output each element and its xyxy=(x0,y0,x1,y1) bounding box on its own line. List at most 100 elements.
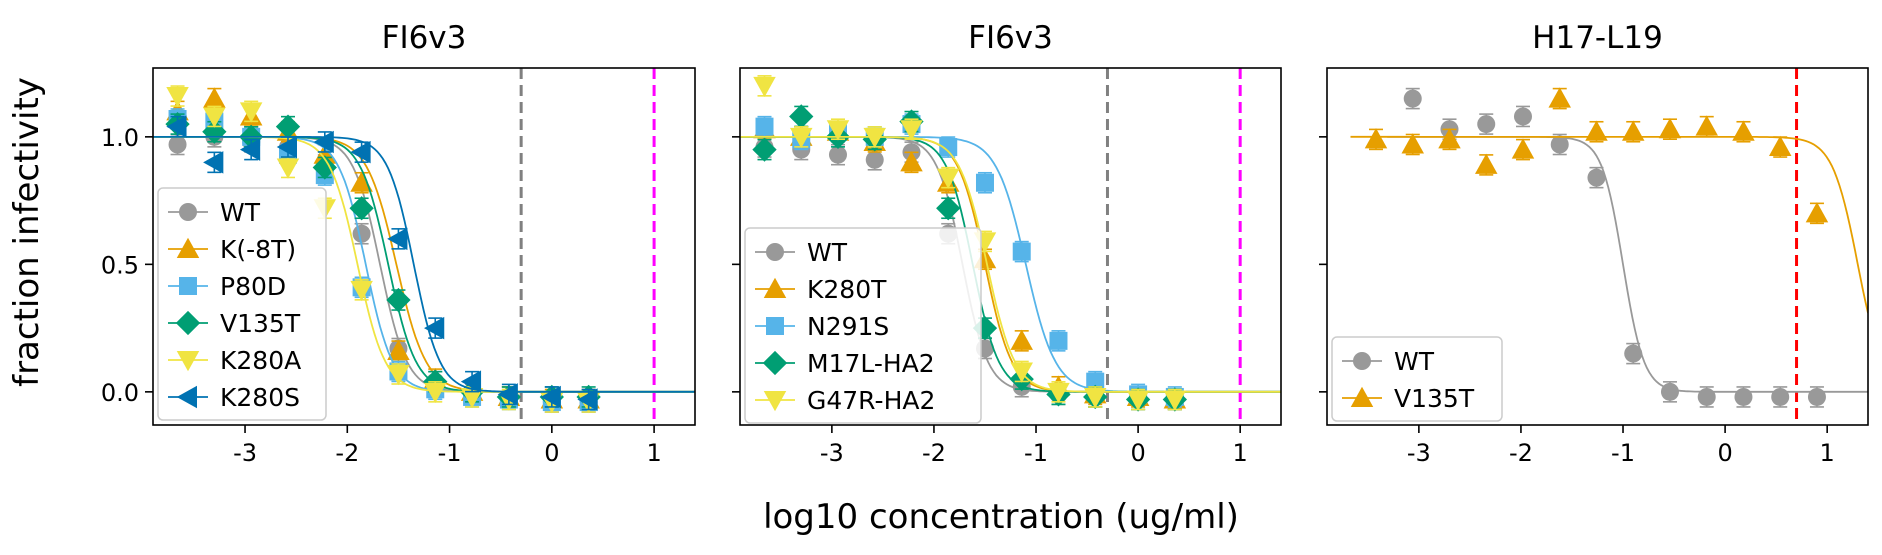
data-point xyxy=(936,168,960,189)
data-point xyxy=(1083,387,1107,409)
data-point xyxy=(577,388,598,411)
data-point xyxy=(1163,390,1187,411)
data-point xyxy=(387,365,410,386)
chart-panel-3: H17-L19 -3 -2 -1 0 1 WT V135T xyxy=(1319,20,1869,467)
data-point xyxy=(1771,387,1790,406)
legend-marker xyxy=(176,237,200,258)
data-point xyxy=(497,383,518,406)
data-point xyxy=(1550,135,1569,154)
legend-label: P80D xyxy=(220,272,286,301)
data-point xyxy=(1734,387,1753,406)
legend-label: K280T xyxy=(807,275,887,304)
x-tick-label: 0 xyxy=(1130,439,1145,467)
x-tick-label: -3 xyxy=(820,439,844,467)
x-tick-label: 0 xyxy=(1717,439,1732,467)
x-tick-label: -2 xyxy=(922,439,946,467)
legend: WT K280T N291S M17L-HA2 G47R-HA2 xyxy=(744,227,982,424)
data-point xyxy=(1697,387,1716,406)
data-point xyxy=(386,287,411,313)
data-point xyxy=(460,370,482,393)
data-point xyxy=(826,120,850,141)
data-point xyxy=(1805,202,1829,223)
data-point xyxy=(1401,133,1424,154)
data-point xyxy=(350,140,371,164)
plot-area xyxy=(1350,87,1868,408)
fit-curve xyxy=(740,135,1281,393)
x-tick-label: -3 xyxy=(1407,439,1431,467)
data-point xyxy=(865,150,884,169)
legend-label: V135T xyxy=(1394,384,1475,413)
data-point xyxy=(350,171,373,192)
legend-marker xyxy=(1350,386,1374,407)
legend-label: V135T xyxy=(220,309,301,338)
data-point xyxy=(939,138,958,157)
data-point xyxy=(1621,120,1645,141)
legend-label: K280A xyxy=(220,346,301,375)
chart-panel-1: FI6v3 -3 -2 -1 0 1 0.0 0.5 1.0 WT K(-8T) P80D V135T K… xyxy=(101,20,696,467)
data-point xyxy=(540,385,561,409)
legend-box xyxy=(157,187,327,421)
data-point xyxy=(387,227,408,251)
legend-label: K(-8T) xyxy=(220,235,296,264)
data-point xyxy=(900,151,923,172)
data-point xyxy=(828,145,847,164)
data-point xyxy=(1585,120,1608,141)
data-point xyxy=(1474,153,1498,174)
x-tick-label: -2 xyxy=(335,439,359,467)
x-tick-label: -3 xyxy=(233,439,257,467)
data-point xyxy=(1012,242,1031,261)
series-K280S xyxy=(153,115,695,411)
y-tick-label: 0.0 xyxy=(101,379,139,407)
legend-marker xyxy=(763,277,787,298)
panel-title: FI6v3 xyxy=(968,20,1053,56)
data-point xyxy=(1807,387,1826,406)
data-point xyxy=(203,87,226,108)
legend-label: WT xyxy=(220,198,261,227)
plot-frame xyxy=(152,67,696,426)
x-tick-label: -2 xyxy=(1509,439,1533,467)
x-tick-label: 1 xyxy=(646,439,661,467)
data-point xyxy=(202,119,227,144)
data-point xyxy=(423,316,445,340)
plot-frame xyxy=(739,67,1282,426)
data-point xyxy=(1403,89,1422,108)
legend-label: WT xyxy=(807,238,848,267)
data-point xyxy=(387,339,410,361)
data-point xyxy=(1086,372,1105,391)
data-point xyxy=(1010,362,1033,383)
data-point xyxy=(1477,115,1496,134)
data-point xyxy=(1587,168,1606,187)
data-point xyxy=(312,155,337,180)
legend-marker xyxy=(766,317,784,335)
chart-panels: FI6v3 -3 -2 -1 0 1 0.0 0.5 1.0 WT K(-8T) P80D V135T K… xyxy=(101,20,1869,467)
data-point xyxy=(753,76,776,98)
data-point xyxy=(313,143,337,164)
x-tick-label: 0 xyxy=(544,439,559,467)
fit-curve xyxy=(153,135,695,393)
legend-box xyxy=(744,227,982,424)
data-point xyxy=(1126,390,1150,411)
legend-label: K280S xyxy=(220,383,300,412)
data-point xyxy=(1364,128,1388,149)
data-point xyxy=(313,130,334,154)
plot-area xyxy=(153,85,695,414)
series-G47R-HA2 xyxy=(740,75,1281,411)
data-point xyxy=(1513,107,1532,126)
data-point xyxy=(203,151,224,174)
legend-marker xyxy=(176,351,200,372)
x-tick-label: -1 xyxy=(1024,439,1048,467)
x-tick-label: -1 xyxy=(438,439,462,467)
data-point xyxy=(352,224,371,243)
data-point xyxy=(1049,331,1068,350)
plot-frame xyxy=(1326,67,1869,426)
legend-marker xyxy=(179,277,197,295)
data-point xyxy=(975,173,994,192)
data-point xyxy=(1511,138,1535,159)
y-tick-label: 1.0 xyxy=(101,124,139,152)
plot-area xyxy=(740,75,1281,412)
legend-label: N291S xyxy=(807,312,889,341)
fit-curve xyxy=(1350,135,1868,314)
panel-title: FI6v3 xyxy=(382,20,467,56)
data-point xyxy=(752,137,777,162)
data-point xyxy=(276,135,297,159)
